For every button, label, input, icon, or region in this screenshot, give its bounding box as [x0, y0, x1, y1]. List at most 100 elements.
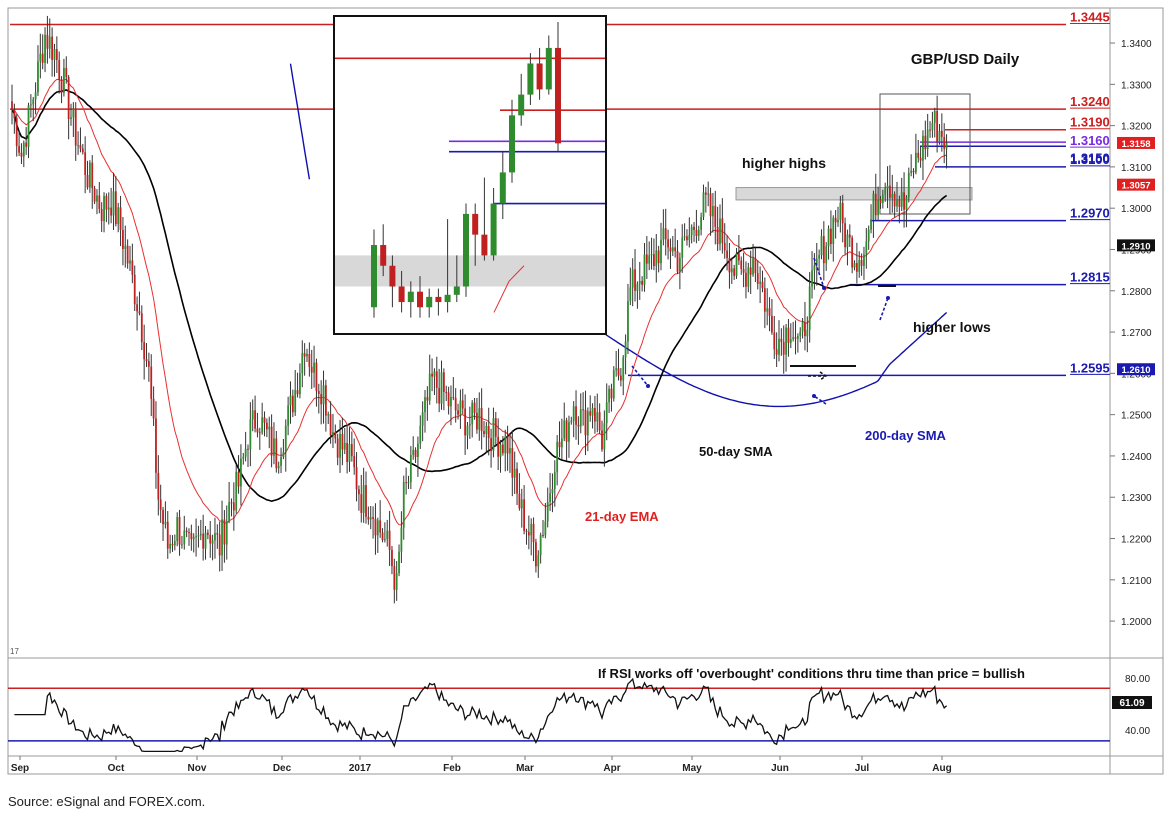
annotation-200-day-sma: 200-day SMA: [865, 428, 947, 443]
rsi-current-badge: [1112, 696, 1152, 709]
price-tick-label: 1.3300: [1121, 80, 1152, 91]
candle: [780, 328, 783, 356]
inset-candle: [435, 288, 442, 316]
candle: [624, 334, 627, 375]
candle: [136, 296, 138, 331]
price-badge-label: 1.2610: [1121, 365, 1150, 376]
candle: [263, 411, 266, 437]
candle: [530, 518, 533, 556]
candle: [532, 517, 535, 562]
candle: [881, 189, 884, 209]
candle: [601, 420, 603, 452]
time-axis: Sep Oct Nov Dec 2017 Feb Mar Apr May Jun Jul Aug: [11, 756, 952, 774]
candle: [421, 401, 424, 442]
candle: [147, 352, 150, 382]
candle: [393, 558, 396, 604]
candle: [310, 349, 313, 389]
candle: [206, 529, 209, 540]
price-axis: 1.34001.33001.32001.31001.30001.29001.28…: [1110, 39, 1152, 628]
candle: [426, 386, 429, 421]
inset-candle: [555, 22, 561, 152]
candle: [303, 343, 306, 376]
candle: [251, 399, 254, 432]
candle: [447, 386, 450, 415]
candle: [391, 546, 393, 575]
candle: [669, 238, 672, 269]
candle: [353, 438, 356, 475]
candle: [657, 245, 660, 273]
candle: [631, 258, 634, 307]
candle: [716, 206, 719, 251]
candle: [570, 416, 573, 425]
candle: [339, 420, 341, 473]
candle: [822, 221, 825, 281]
candle: [445, 385, 448, 402]
candle: [806, 316, 809, 353]
candle: [299, 363, 301, 399]
candle: [329, 401, 332, 444]
candle: [232, 482, 235, 531]
candle: [903, 172, 905, 228]
candle: [433, 368, 436, 396]
candle: [204, 526, 207, 560]
candle: [301, 340, 304, 388]
price-tick-label: 1.2200: [1121, 535, 1152, 546]
candle: [697, 225, 700, 241]
price-tick-label: 1.2700: [1121, 328, 1152, 339]
candle: [65, 56, 68, 84]
inset-candle: [499, 151, 506, 220]
candle: [754, 247, 757, 283]
candle: [171, 535, 174, 552]
candle: [860, 253, 863, 276]
chart-title: GBP/USD Daily: [911, 51, 1020, 68]
candle: [221, 500, 223, 571]
candle: [261, 402, 264, 435]
candle: [20, 143, 23, 164]
candle: [383, 522, 386, 543]
candle: [867, 225, 870, 250]
candle: [615, 350, 618, 377]
candle: [192, 533, 195, 553]
candle: [244, 431, 247, 462]
candle: [273, 422, 275, 465]
candle: [195, 518, 197, 557]
candle: [936, 95, 939, 153]
candle: [549, 472, 551, 511]
candle: [247, 444, 249, 467]
candle: [282, 439, 285, 460]
highlight-boxes: [735, 93, 973, 215]
candle: [365, 471, 367, 524]
candle: [124, 225, 127, 268]
candle: [629, 267, 632, 306]
consolidation-zone: [735, 187, 973, 201]
candle: [737, 234, 740, 265]
inset-candle: [509, 99, 515, 183]
candle: [879, 196, 882, 209]
candle: [582, 392, 585, 426]
level-label-1.2815: 1.2815: [1070, 270, 1110, 285]
level-label-1.2970: 1.2970: [1070, 206, 1110, 221]
candle: [96, 189, 98, 215]
support-arrow: [813, 395, 827, 405]
candle: [671, 236, 674, 257]
candle: [51, 27, 54, 77]
candle: [183, 515, 186, 550]
candle: [865, 228, 868, 269]
candle: [801, 318, 804, 339]
candle: [438, 368, 441, 413]
candle: [211, 534, 214, 561]
candle: [535, 538, 537, 573]
candle: [178, 509, 181, 556]
candle: [506, 425, 509, 471]
candle: [424, 390, 426, 433]
candle: [792, 321, 795, 342]
candle: [648, 241, 651, 271]
candle: [638, 261, 641, 300]
candle: [367, 506, 370, 525]
candle: [414, 447, 417, 464]
candle: [162, 506, 164, 541]
candle: [634, 249, 636, 302]
candle: [105, 193, 108, 223]
inset-candle: [407, 281, 414, 318]
candle: [53, 43, 56, 77]
